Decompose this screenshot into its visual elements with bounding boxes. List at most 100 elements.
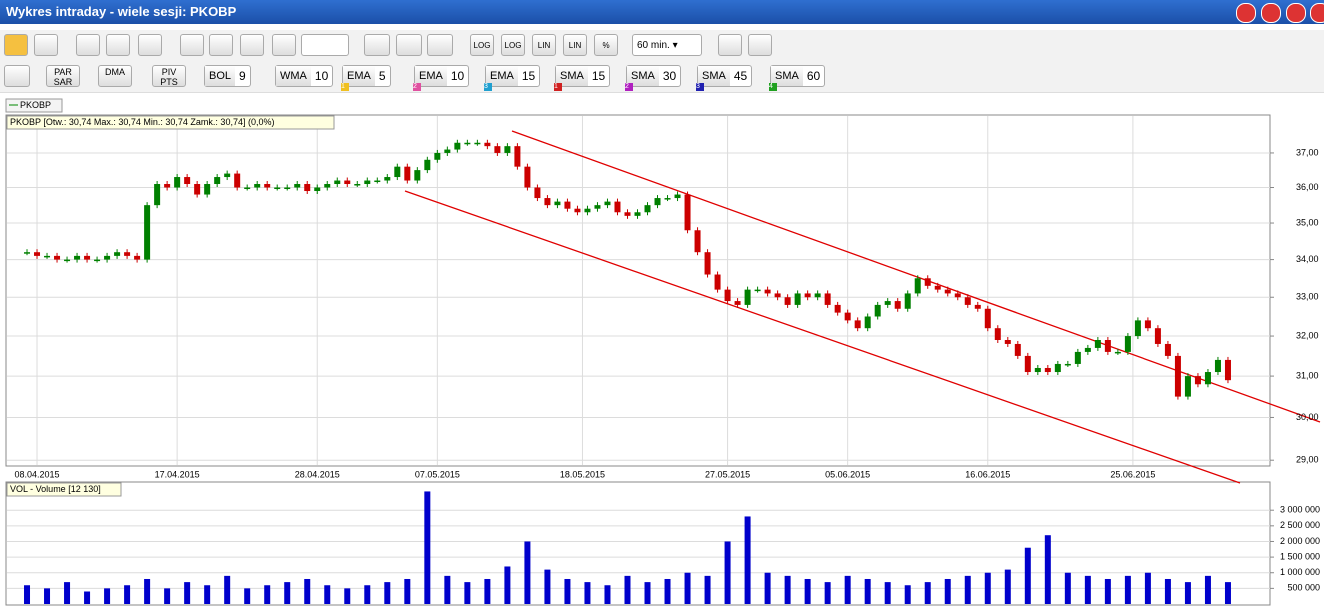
- volume-bar: [184, 582, 191, 604]
- minimize-button[interactable]: [1261, 3, 1281, 23]
- candle: [314, 187, 321, 192]
- volume-bar: [824, 582, 831, 604]
- volume-title-box: [6, 482, 122, 497]
- indicator-field[interactable]: SMA 4 60: [769, 65, 826, 91]
- candle-button[interactable]: [427, 34, 453, 56]
- settings-button[interactable]: [1236, 3, 1256, 23]
- x-tick-label: 28.04.2015: [295, 469, 340, 479]
- candle: [544, 198, 551, 206]
- candle: [24, 252, 31, 254]
- candle: [864, 316, 871, 329]
- close-button[interactable]: [1310, 3, 1324, 23]
- indicator-field[interactable]: WMA 10: [275, 65, 334, 87]
- indicator-field[interactable]: EMA 2 10: [413, 65, 470, 91]
- open-button[interactable]: [4, 34, 28, 56]
- indicator-label: SMA 2: [625, 66, 659, 91]
- y-tick-label: 500 000: [1287, 583, 1320, 593]
- volume-bar: [524, 541, 531, 604]
- indicator-label: BOL: [205, 66, 236, 86]
- zoom-out-button[interactable]: [240, 34, 264, 56]
- next-button[interactable]: [272, 34, 296, 56]
- candle: [1124, 336, 1131, 352]
- candle: [274, 187, 281, 190]
- volume-bar: [1004, 569, 1011, 604]
- volume-bar: [884, 582, 891, 604]
- scale-button[interactable]: LIN: [532, 34, 556, 56]
- zoom-in-button[interactable]: [209, 34, 233, 56]
- candle: [104, 255, 111, 260]
- indicator-label: SMA 3: [696, 66, 730, 91]
- indicator-value: 30: [662, 69, 677, 83]
- candle: [294, 184, 301, 188]
- indicator-tag: 2: [413, 83, 421, 91]
- dropdown[interactable]: [301, 34, 349, 56]
- x-tick-label: 05.06.2015: [825, 469, 870, 479]
- indicator-icon[interactable]: [4, 65, 30, 87]
- candle: [224, 173, 231, 178]
- ohlc-button[interactable]: [396, 34, 422, 56]
- indicator-value: 9: [239, 69, 246, 83]
- indicator-label: WMA: [276, 66, 311, 86]
- candle: [504, 146, 511, 153]
- scale-button[interactable]: %: [594, 34, 618, 56]
- candle: [1184, 376, 1191, 397]
- indicator-button[interactable]: PAR SAR: [46, 65, 80, 87]
- indicator-value: 10: [450, 69, 465, 83]
- candle: [124, 252, 131, 256]
- candle: [334, 180, 341, 185]
- volume-bar: [24, 585, 31, 604]
- candle: [1034, 367, 1041, 373]
- candle: [854, 320, 861, 329]
- indicator-field[interactable]: EMA 1 5: [341, 65, 391, 91]
- volume-bar: [84, 591, 91, 604]
- candle: [184, 177, 191, 185]
- indicator-field[interactable]: BOL 9: [204, 65, 251, 87]
- y-tick-label: 31,00: [1296, 370, 1319, 380]
- indicator-field[interactable]: SMA 1 15: [554, 65, 611, 91]
- candle: [644, 205, 651, 213]
- volume-bar: [324, 585, 331, 604]
- volume-bar: [664, 578, 671, 604]
- interval-select[interactable]: 60 min. ▾: [632, 34, 702, 56]
- volume-bar: [944, 578, 951, 604]
- candle: [674, 194, 681, 199]
- sound-button[interactable]: [106, 34, 130, 56]
- time-button[interactable]: [76, 34, 100, 56]
- volume-bar: [364, 585, 371, 604]
- indicator-field[interactable]: SMA 2 30: [625, 65, 682, 91]
- indicator-field[interactable]: SMA 3 45: [696, 65, 753, 91]
- line-chart-button[interactable]: [364, 34, 390, 56]
- maximize-button[interactable]: [1286, 3, 1306, 23]
- candle: [824, 293, 831, 305]
- indicator-tag: 3: [484, 83, 492, 91]
- scale-button[interactable]: LOG: [501, 34, 525, 56]
- indicator-value: 5: [378, 69, 386, 83]
- prev-button[interactable]: [180, 34, 204, 56]
- save-button[interactable]: [34, 34, 58, 56]
- indicator-button[interactable]: PIV PTS: [152, 65, 186, 87]
- scale-button[interactable]: LOG: [470, 34, 494, 56]
- candle: [204, 184, 211, 195]
- scale-button[interactable]: LIN: [563, 34, 587, 56]
- colors-button[interactable]: [718, 34, 742, 56]
- refresh-button[interactable]: [138, 34, 162, 56]
- edit-button[interactable]: [748, 34, 772, 56]
- indicator-field[interactable]: EMA 3 15: [484, 65, 541, 91]
- volume-bar: [984, 572, 991, 604]
- volume-bar: [484, 578, 491, 604]
- volume-bar: [144, 578, 151, 604]
- volume-bar: [844, 575, 851, 604]
- candle: [454, 142, 461, 150]
- candle: [874, 304, 881, 317]
- candle: [534, 187, 541, 199]
- indicator-label: SMA 4: [769, 66, 803, 91]
- candle: [1074, 351, 1081, 364]
- candle: [214, 177, 221, 185]
- candle: [974, 304, 981, 309]
- indicator-button[interactable]: DMA: [98, 65, 132, 87]
- volume-bar: [684, 572, 691, 604]
- x-tick-label: 25.06.2015: [1110, 469, 1155, 479]
- candle: [1204, 372, 1211, 385]
- y-tick-label: 30,00: [1296, 412, 1319, 422]
